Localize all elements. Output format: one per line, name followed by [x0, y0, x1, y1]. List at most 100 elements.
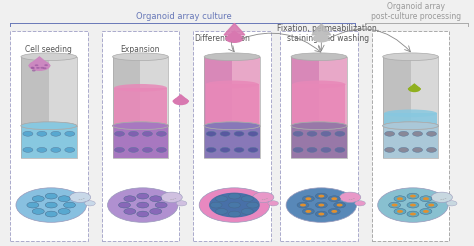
Circle shape: [137, 211, 149, 217]
Circle shape: [423, 197, 429, 200]
Circle shape: [64, 202, 75, 208]
Circle shape: [128, 131, 138, 136]
Polygon shape: [408, 84, 420, 89]
FancyBboxPatch shape: [21, 126, 49, 158]
FancyBboxPatch shape: [204, 126, 232, 158]
Bar: [372, 31, 449, 241]
Circle shape: [234, 147, 244, 152]
Circle shape: [340, 192, 361, 202]
Circle shape: [392, 204, 398, 207]
Circle shape: [293, 131, 303, 136]
FancyBboxPatch shape: [383, 126, 410, 158]
Circle shape: [206, 147, 216, 152]
Circle shape: [412, 131, 422, 136]
Circle shape: [156, 147, 166, 152]
Circle shape: [420, 208, 432, 214]
Circle shape: [313, 34, 330, 43]
Circle shape: [247, 202, 259, 208]
Ellipse shape: [383, 53, 438, 61]
FancyBboxPatch shape: [410, 57, 438, 126]
Circle shape: [45, 202, 57, 208]
Circle shape: [226, 34, 244, 43]
Ellipse shape: [112, 53, 168, 61]
Circle shape: [253, 192, 274, 202]
Circle shape: [331, 197, 337, 200]
Circle shape: [241, 196, 254, 202]
Circle shape: [319, 213, 324, 215]
Circle shape: [65, 131, 75, 136]
FancyBboxPatch shape: [112, 126, 140, 158]
Ellipse shape: [204, 122, 260, 130]
FancyBboxPatch shape: [114, 88, 167, 126]
FancyBboxPatch shape: [384, 113, 437, 126]
Ellipse shape: [292, 80, 346, 88]
Circle shape: [331, 210, 337, 213]
Circle shape: [428, 204, 434, 207]
Circle shape: [410, 204, 416, 207]
Circle shape: [389, 202, 401, 208]
Circle shape: [58, 196, 70, 202]
Circle shape: [220, 147, 230, 152]
Circle shape: [286, 188, 356, 222]
Circle shape: [412, 147, 422, 152]
Circle shape: [156, 131, 166, 136]
Ellipse shape: [21, 122, 77, 130]
FancyBboxPatch shape: [21, 57, 49, 126]
Circle shape: [220, 131, 230, 136]
Circle shape: [241, 208, 254, 214]
Circle shape: [447, 201, 457, 206]
Circle shape: [408, 86, 420, 92]
Circle shape: [161, 192, 182, 202]
Circle shape: [321, 131, 331, 136]
Circle shape: [37, 131, 47, 136]
Circle shape: [302, 208, 314, 214]
Circle shape: [305, 210, 311, 213]
Circle shape: [29, 61, 50, 71]
Circle shape: [302, 196, 314, 202]
Ellipse shape: [21, 122, 77, 130]
Circle shape: [407, 211, 419, 217]
Circle shape: [51, 131, 61, 136]
FancyBboxPatch shape: [204, 57, 232, 126]
Ellipse shape: [383, 122, 438, 130]
Circle shape: [423, 210, 429, 213]
Circle shape: [407, 202, 419, 208]
Ellipse shape: [206, 80, 258, 88]
Circle shape: [319, 195, 324, 198]
Circle shape: [23, 131, 33, 136]
Circle shape: [199, 188, 270, 222]
Circle shape: [128, 147, 138, 152]
Circle shape: [58, 208, 70, 214]
Circle shape: [36, 69, 40, 71]
Circle shape: [115, 131, 125, 136]
Circle shape: [234, 131, 244, 136]
Circle shape: [427, 147, 437, 152]
Circle shape: [410, 213, 416, 215]
Circle shape: [37, 147, 47, 152]
Text: Differentiation: Differentiation: [195, 34, 251, 43]
Circle shape: [150, 196, 162, 202]
Circle shape: [268, 201, 278, 206]
Polygon shape: [173, 95, 189, 101]
Circle shape: [216, 196, 228, 202]
Text: Organoid array
post-culture processing: Organoid array post-culture processing: [372, 2, 462, 21]
Circle shape: [248, 147, 258, 152]
Circle shape: [293, 147, 303, 152]
FancyBboxPatch shape: [383, 57, 410, 126]
Circle shape: [410, 195, 416, 198]
Text: Expansion: Expansion: [121, 45, 160, 54]
FancyBboxPatch shape: [206, 84, 258, 126]
Circle shape: [315, 202, 328, 208]
Ellipse shape: [383, 122, 438, 130]
Circle shape: [228, 193, 240, 199]
FancyBboxPatch shape: [140, 57, 168, 126]
Circle shape: [150, 208, 162, 214]
Ellipse shape: [204, 122, 260, 130]
Circle shape: [40, 69, 44, 71]
FancyBboxPatch shape: [49, 57, 77, 126]
Circle shape: [209, 193, 260, 217]
Circle shape: [216, 208, 228, 214]
Circle shape: [425, 202, 437, 208]
Circle shape: [108, 188, 178, 222]
Circle shape: [427, 131, 437, 136]
